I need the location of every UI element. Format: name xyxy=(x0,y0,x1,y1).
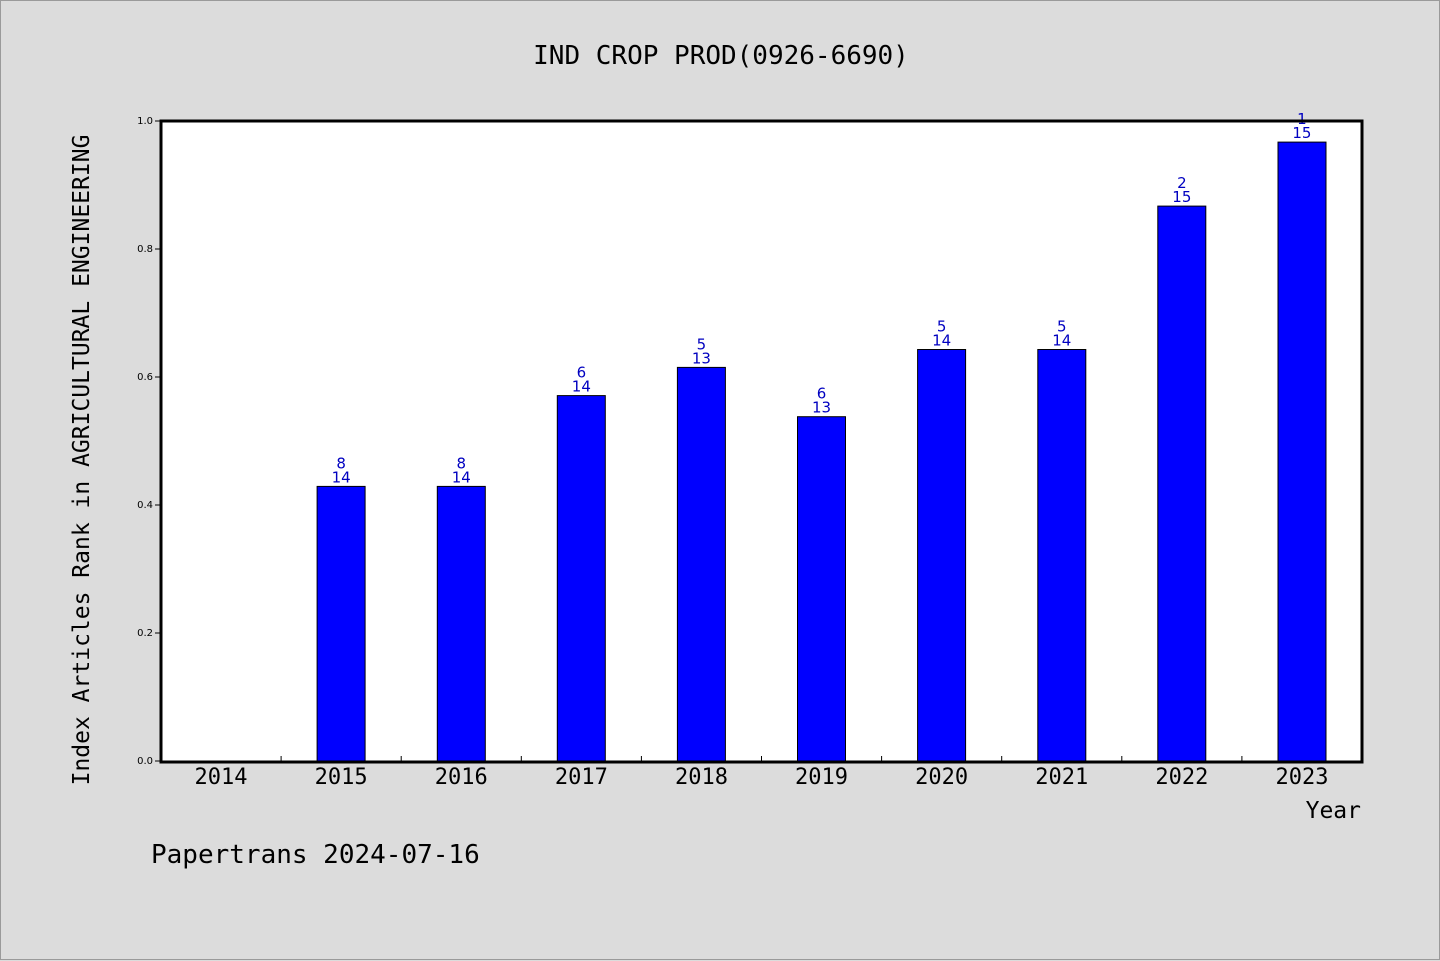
x-tick-label-2017: 2017 xyxy=(555,765,608,790)
y-axis-ticks: 0.0 0.2 0.4 0.6 0.8 1.0 xyxy=(137,116,161,767)
bar-rank-label-2022: 2 xyxy=(1177,174,1187,192)
bar-2017 xyxy=(556,395,606,762)
bar-rank-label-2016: 8 xyxy=(456,454,466,472)
x-tick-label-2014: 2014 xyxy=(195,765,248,790)
bar-rank-label-2020: 5 xyxy=(937,318,947,336)
bar-total-label-2018: 13 xyxy=(692,349,711,367)
x-axis-label: Year xyxy=(1306,798,1361,824)
bar-total-label-2022: 15 xyxy=(1172,188,1191,206)
x-tick-label-2022: 2022 xyxy=(1155,765,1208,790)
bar-rank-label-2017: 6 xyxy=(577,364,587,382)
x-axis-ticks: 2014 2015 2016 2017 2018 2019 2020 2021 2022 2023 xyxy=(195,756,1328,790)
bar-rank-label-2019: 6 xyxy=(817,385,827,403)
y-tick-label-0.2: 0.2 xyxy=(137,628,153,639)
y-axis-label: Index Articles Rank in AGRICULTURAL ENGI… xyxy=(69,135,95,786)
bar-2015 xyxy=(316,485,366,762)
x-tick-label-2023: 2023 xyxy=(1275,765,1328,790)
bar-2020 xyxy=(917,349,967,762)
x-tick-label-2021: 2021 xyxy=(1035,765,1088,790)
x-tick-label-2015: 2015 xyxy=(315,765,368,790)
chart-title: IND CROP PROD(0926-6690) xyxy=(533,41,909,71)
bars-layer xyxy=(316,141,1327,762)
bar-rank-label-2015: 8 xyxy=(336,454,346,472)
footer-watermark: Papertrans 2024-07-16 xyxy=(151,840,480,870)
bar-total-label-2017: 14 xyxy=(572,378,591,396)
bar-rank-label-2018: 5 xyxy=(697,335,707,353)
bar-2016 xyxy=(436,485,486,762)
bar-2021 xyxy=(1037,349,1087,762)
bar-2018 xyxy=(676,366,726,762)
x-tick-label-2019: 2019 xyxy=(795,765,848,790)
y-tick-label-1.0: 1.0 xyxy=(137,116,153,127)
y-tick-label-0.0: 0.0 xyxy=(137,756,153,767)
bar-2022 xyxy=(1157,205,1207,762)
plot-border xyxy=(159,119,1364,764)
bar-total-label-2021: 14 xyxy=(1052,332,1071,350)
bar-total-label-2020: 14 xyxy=(932,332,951,350)
bar-2019 xyxy=(797,416,846,762)
bar-total-label-2019: 13 xyxy=(812,399,831,417)
x-tick-label-2018: 2018 xyxy=(675,765,728,790)
bar-2023 xyxy=(1277,141,1327,762)
x-tick-label-2016: 2016 xyxy=(435,765,488,790)
bar-rank-label-2023: 1 xyxy=(1297,110,1307,128)
y-tick-label-0.8: 0.8 xyxy=(137,244,153,255)
y-tick-label-0.4: 0.4 xyxy=(137,500,153,511)
y-tick-label-0.6: 0.6 xyxy=(137,372,153,383)
bar-rank-label-2021: 5 xyxy=(1057,318,1067,336)
bar-total-label-2016: 14 xyxy=(452,468,471,486)
bar-total-label-2015: 14 xyxy=(332,468,351,486)
x-tick-label-2020: 2020 xyxy=(915,765,968,790)
bar-total-label-2023: 15 xyxy=(1292,124,1311,142)
